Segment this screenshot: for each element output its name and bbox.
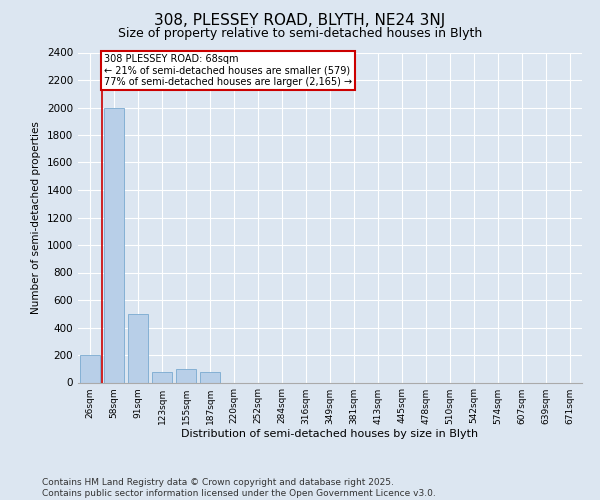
Bar bbox=[200, 372, 220, 382]
Text: Contains HM Land Registry data © Crown copyright and database right 2025.
Contai: Contains HM Land Registry data © Crown c… bbox=[42, 478, 436, 498]
Bar bbox=[104, 108, 124, 382]
Bar bbox=[176, 369, 196, 382]
Y-axis label: Number of semi-detached properties: Number of semi-detached properties bbox=[31, 121, 41, 314]
X-axis label: Distribution of semi-detached houses by size in Blyth: Distribution of semi-detached houses by … bbox=[181, 430, 479, 440]
Bar bbox=[80, 355, 100, 382]
Bar bbox=[152, 372, 172, 382]
Text: 308 PLESSEY ROAD: 68sqm
← 21% of semi-detached houses are smaller (579)
77% of s: 308 PLESSEY ROAD: 68sqm ← 21% of semi-de… bbox=[104, 54, 352, 87]
Bar bbox=[128, 314, 148, 382]
Text: Size of property relative to semi-detached houses in Blyth: Size of property relative to semi-detach… bbox=[118, 28, 482, 40]
Text: 308, PLESSEY ROAD, BLYTH, NE24 3NJ: 308, PLESSEY ROAD, BLYTH, NE24 3NJ bbox=[154, 12, 446, 28]
